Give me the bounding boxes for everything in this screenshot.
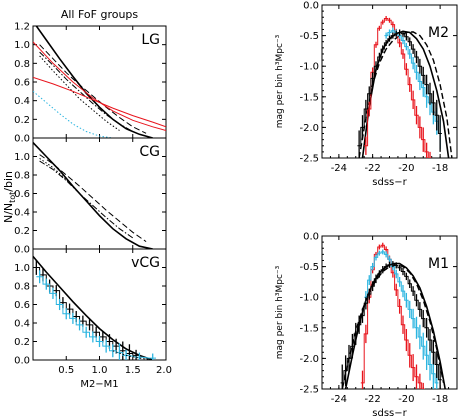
y-tick-label: 1.0 bbox=[14, 40, 30, 51]
y-tick-label: 0.2 bbox=[14, 115, 30, 126]
y-tick-label: 0.6 bbox=[14, 78, 30, 89]
x-tick-label: -20 bbox=[398, 394, 414, 405]
y-tick-label: -1.5 bbox=[299, 92, 319, 103]
x-axis-label: M2−M1 bbox=[80, 379, 118, 390]
y-tick-label: -2.5 bbox=[299, 154, 319, 165]
panel-m2: -2.5 -2.0 -1.5 -1.0 -0.5 0.0 -24 -22 -20 -18 M2 sds… bbox=[275, 1, 458, 188]
series-line-cyan-2 bbox=[36, 276, 156, 359]
series-line-black-2 bbox=[39, 51, 134, 132]
series-line-red-5 bbox=[33, 76, 166, 128]
panel-cg: 0.0 0.2 0.4 0.6 0.8 1.0 CG bbox=[14, 137, 167, 256]
series-line-black-1 bbox=[33, 267, 140, 356]
x-tick-label: 0.5 bbox=[58, 365, 74, 376]
y-tick-label: 0.6 bbox=[14, 300, 30, 311]
x-tick-label: 1.5 bbox=[125, 365, 141, 376]
series-line-black-3 bbox=[39, 157, 94, 208]
y-tick-label: 0.2 bbox=[14, 337, 30, 348]
y-tick-label: 0.2 bbox=[14, 226, 30, 237]
series-group bbox=[340, 242, 446, 389]
panel-label-lg: LG bbox=[141, 32, 160, 48]
series-line-black-4 bbox=[340, 263, 442, 384]
y-tick-label: 0.4 bbox=[14, 96, 30, 107]
y-tick-label: 0.4 bbox=[14, 319, 30, 330]
y-tick-label: 0.8 bbox=[14, 171, 30, 182]
series-line-red-4 bbox=[33, 41, 166, 131]
series-line-black-3 bbox=[39, 55, 120, 131]
series-line-cyan-3 bbox=[364, 251, 439, 384]
series-line-black-4 bbox=[357, 32, 442, 147]
y-tick-label: 1.2 bbox=[14, 22, 30, 33]
y-tick-label: 1.0 bbox=[14, 152, 30, 163]
y-tick-label: -1.0 bbox=[299, 293, 319, 304]
y-tick-label: -1.0 bbox=[299, 62, 319, 73]
x-tick-label: -24 bbox=[331, 394, 347, 405]
series-line-black-1 bbox=[358, 31, 453, 158]
y-tick-label: -2.0 bbox=[299, 354, 319, 365]
series-line-cyan-6 bbox=[33, 90, 113, 138]
series-line-black-2 bbox=[39, 160, 134, 239]
series-group bbox=[357, 16, 453, 158]
y-axis-label: mag per bin h³Mpc⁻³ bbox=[275, 265, 285, 359]
x-tick-label: -22 bbox=[364, 163, 380, 174]
y-tick-label: 0.0 bbox=[14, 134, 30, 145]
x-tick-label: -22 bbox=[364, 394, 380, 405]
y-tick-label: 0.4 bbox=[14, 208, 30, 219]
y-tick-label: -0.5 bbox=[299, 31, 319, 42]
panel-label-m1: M1 bbox=[428, 256, 449, 272]
series-line-black-0 bbox=[33, 255, 153, 360]
x-axis-label: sdss−r bbox=[372, 408, 407, 419]
panel-vcg: 0.0 0.2 0.4 0.6 0.8 1.0 0.5 1.0 1.5 2.0 vCG M2−M1 bbox=[14, 248, 172, 390]
x-tick-label: -18 bbox=[432, 394, 448, 405]
series-group bbox=[33, 255, 156, 360]
left-y-axis-label: N/Ntot/bin bbox=[2, 171, 17, 223]
series-group bbox=[33, 26, 166, 138]
y-tick-label: 0.0 bbox=[303, 1, 319, 12]
y-tick-label: 1.0 bbox=[14, 263, 30, 274]
series-line-black-3 bbox=[112, 350, 153, 360]
series-line-black-1 bbox=[39, 44, 147, 134]
panel-label-vcg: vCG bbox=[131, 255, 160, 271]
panel-m1: -2.5 -2.0 -1.5 -1.0 -0.5 0.0 -24 -22 -20 -18 M1 sds… bbox=[275, 232, 458, 419]
x-tick-label: -24 bbox=[331, 163, 347, 174]
x-axis-label: sdss−r bbox=[372, 177, 407, 188]
panel-label-cg: CG bbox=[139, 144, 160, 160]
panel-label-m2: M2 bbox=[428, 25, 449, 41]
y-tick-label: -2.5 bbox=[299, 385, 319, 396]
x-tick-label: -20 bbox=[398, 163, 414, 174]
series-line-red-2 bbox=[364, 18, 432, 158]
y-tick-label: -0.5 bbox=[299, 262, 319, 273]
y-tick-label: 0.0 bbox=[303, 232, 319, 243]
x-tick-label: 1.0 bbox=[92, 365, 108, 376]
series-line-black-1 bbox=[39, 154, 147, 243]
y-tick-label: -1.5 bbox=[299, 323, 319, 334]
y-tick-label: 0.8 bbox=[14, 282, 30, 293]
y-tick-label: 0.0 bbox=[14, 356, 30, 367]
y-axis-label: mag per bin h³Mpc⁻³ bbox=[275, 34, 285, 128]
x-tick-label: 2.0 bbox=[156, 365, 172, 376]
series-line-black-0 bbox=[33, 142, 153, 249]
series-line-black-0 bbox=[361, 30, 450, 158]
figure-title: All FoF groups bbox=[61, 8, 139, 21]
series-group bbox=[33, 142, 153, 249]
x-tick-label: -18 bbox=[432, 163, 448, 174]
y-tick-label: -2.0 bbox=[299, 123, 319, 134]
y-tick-label: 0.8 bbox=[14, 59, 30, 70]
y-tick-label: 0.0 bbox=[14, 245, 30, 256]
y-tick-label: 0.6 bbox=[14, 189, 30, 200]
